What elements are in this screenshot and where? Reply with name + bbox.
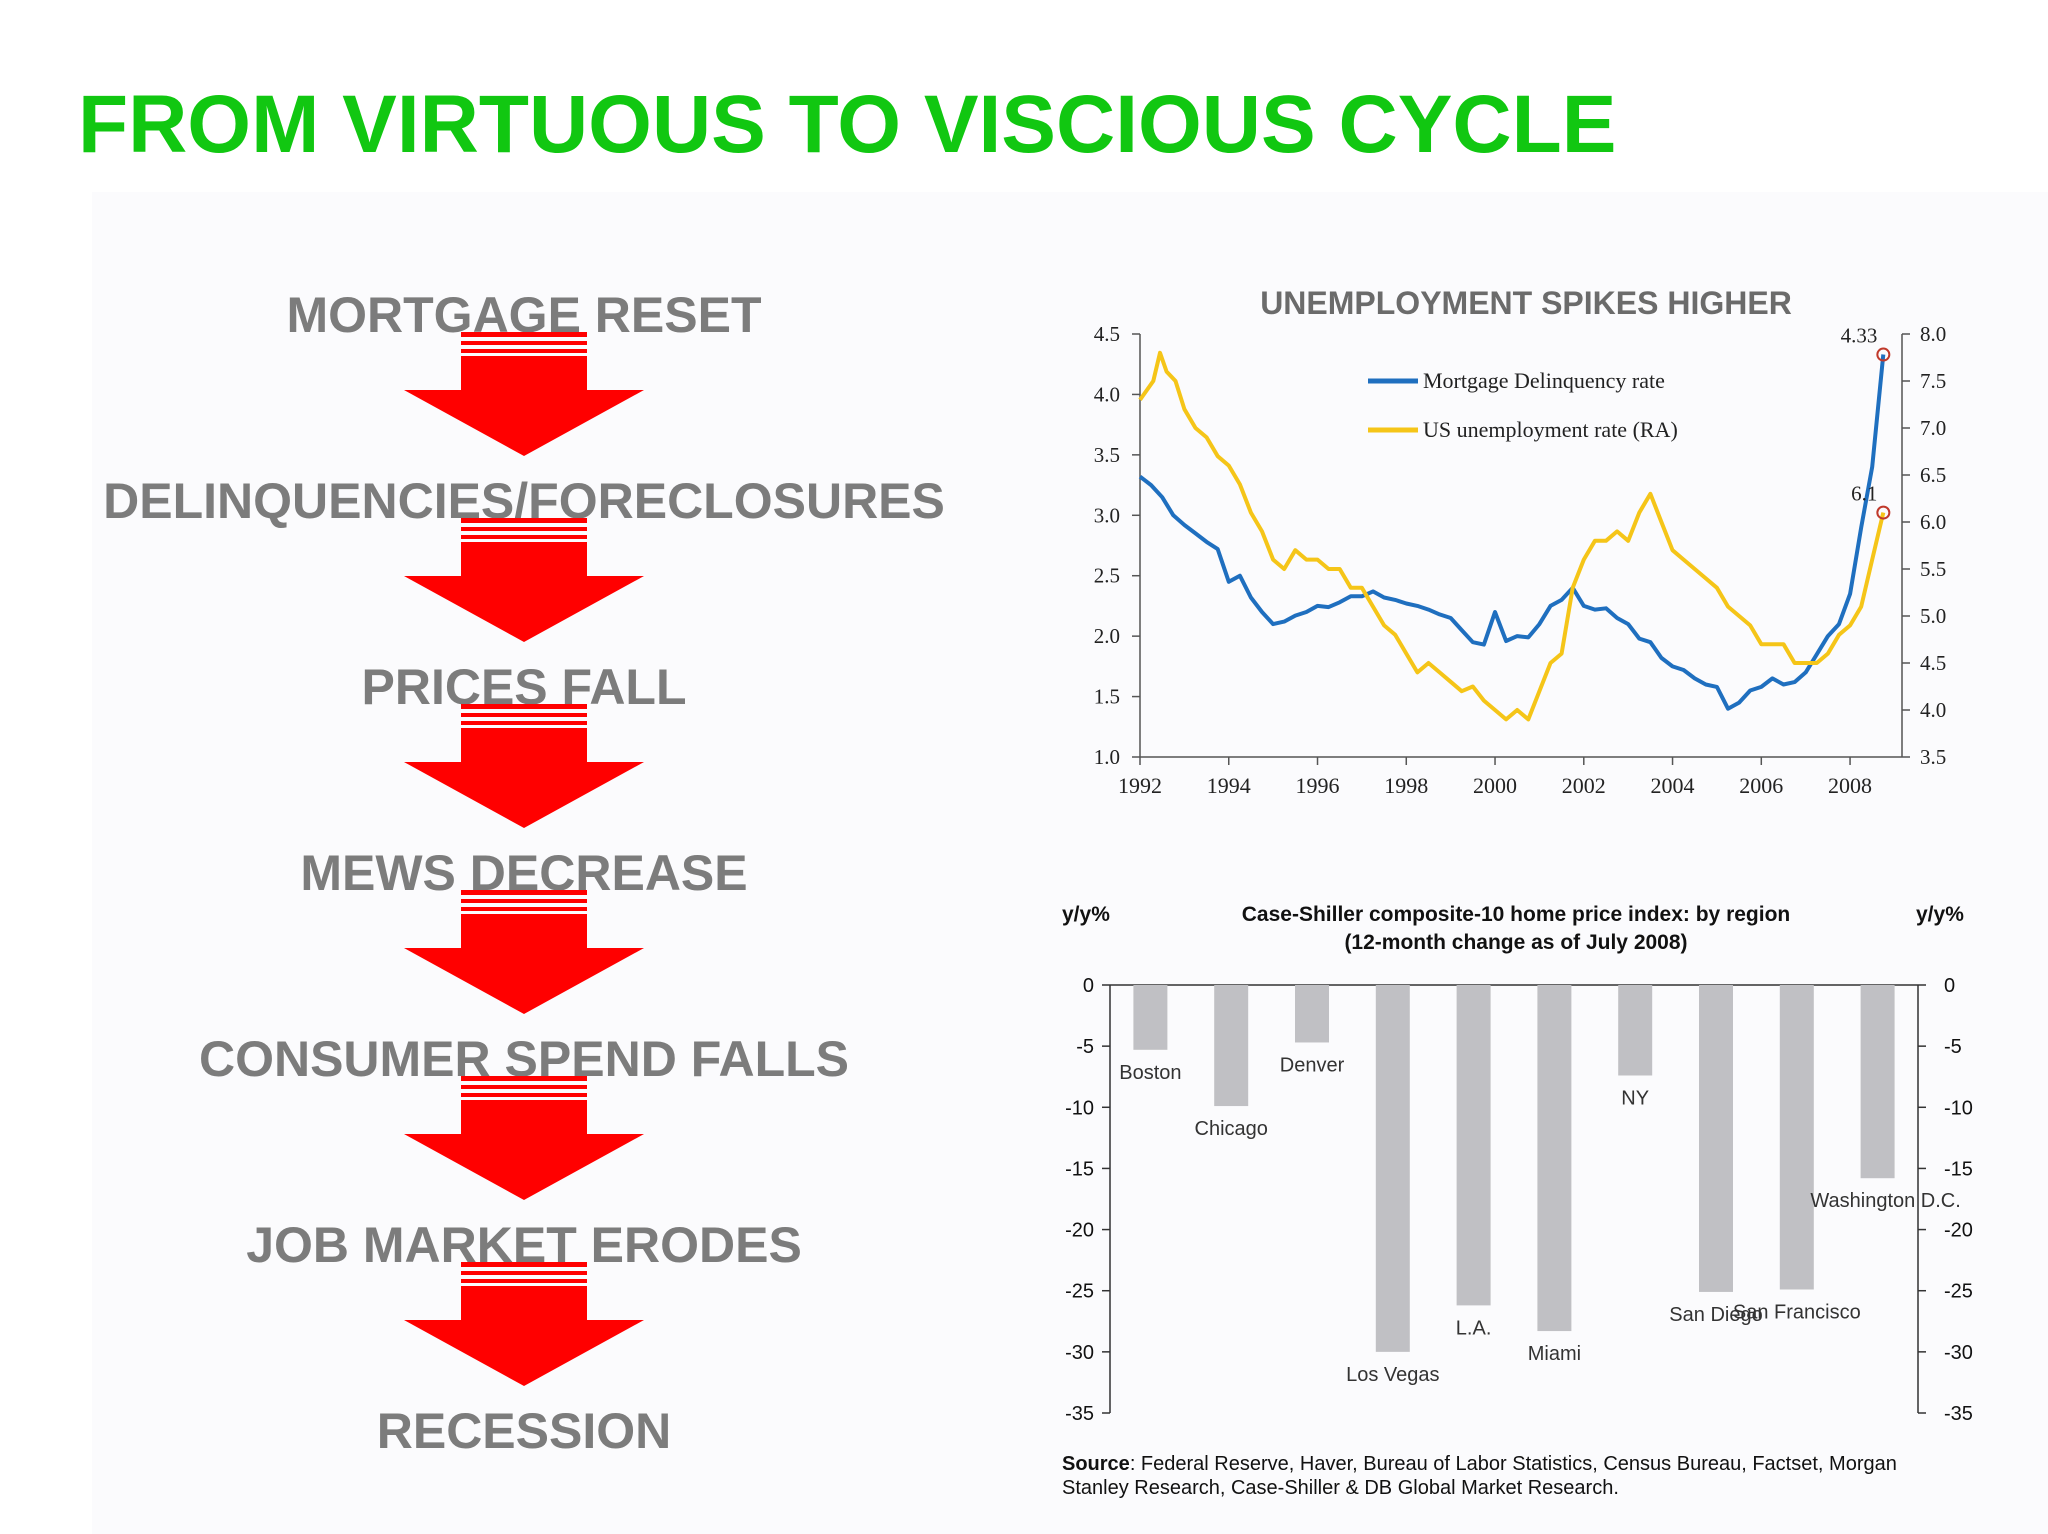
bar bbox=[1133, 985, 1168, 1050]
line-chart-title: UNEMPLOYMENT SPIKES HIGHER bbox=[1260, 285, 1792, 321]
x-tick-label: 2006 bbox=[1739, 773, 1783, 798]
end-point-marker bbox=[1876, 505, 1891, 520]
label-mortgage-reset: MORTGAGE RESET bbox=[286, 287, 762, 343]
bar-category-label: Boston bbox=[1119, 1062, 1181, 1084]
label-prices-fall: PRICES FALL bbox=[361, 659, 687, 715]
source-label: Source bbox=[1062, 1453, 1130, 1475]
x-tick-label: 2008 bbox=[1828, 773, 1872, 798]
left-y-axis-label: y/y% bbox=[1062, 903, 1110, 926]
right-y-tick-label: 4.0 bbox=[1920, 698, 1946, 722]
right-y-tick-label: 6.5 bbox=[1920, 463, 1946, 487]
left-y-tick-label: 4.5 bbox=[1094, 322, 1120, 346]
bar-left-tick-label: -35 bbox=[1065, 1403, 1094, 1425]
unemployment-rate-line bbox=[1138, 350, 1886, 722]
bar-left-tick-label: -15 bbox=[1065, 1158, 1094, 1180]
left-y-tick-label: 4.0 bbox=[1094, 382, 1120, 406]
label-mews-decrease: MEWS DECREASE bbox=[300, 845, 748, 901]
bar-right-tick-label: -35 bbox=[1944, 1403, 1973, 1425]
bar bbox=[1618, 985, 1653, 1076]
bar-right-tick-label: -20 bbox=[1944, 1220, 1973, 1242]
left-y-tick-label: 3.5 bbox=[1094, 443, 1120, 467]
bar-chart-subtitle: (12-month change as of July 2008) bbox=[1344, 931, 1687, 954]
down-arrow-icon bbox=[404, 332, 644, 456]
bar-chart-title: Case-Shiller composite-10 home price ind… bbox=[1242, 903, 1790, 926]
left-y-tick-label: 2.0 bbox=[1094, 624, 1120, 648]
bar-left-tick-label: -30 bbox=[1065, 1342, 1094, 1364]
right-y-tick-label: 6.0 bbox=[1920, 510, 1946, 534]
source-note: Source: Federal Reserve, Haver, Bureau o… bbox=[1062, 1452, 1962, 1500]
left-y-tick-label: 1.5 bbox=[1094, 685, 1120, 709]
bar-left-tick-label: -5 bbox=[1076, 1036, 1094, 1058]
bar-right-tick-label: -10 bbox=[1944, 1097, 1973, 1119]
case-shiller-bar-chart: Case-Shiller composite-10 home price ind… bbox=[1062, 903, 1973, 1425]
down-arrow-icon bbox=[404, 518, 644, 642]
bar-category-label: San Francisco bbox=[1733, 1301, 1861, 1323]
unemployment-line-chart: UNEMPLOYMENT SPIKES HIGHER 1.0 1.5 2.0 2.5 3.… bbox=[1094, 285, 1947, 798]
content-panel bbox=[92, 192, 2048, 1534]
end-point-marker bbox=[1876, 347, 1891, 362]
bar bbox=[1860, 985, 1895, 1179]
down-arrow-icon bbox=[404, 890, 644, 1014]
bar bbox=[1779, 985, 1814, 1290]
right-y-tick-label: 4.5 bbox=[1920, 651, 1946, 675]
right-y-tick-label: 7.0 bbox=[1920, 416, 1946, 440]
legend-label: Mortgage Delinquency rate bbox=[1423, 368, 1665, 393]
bar bbox=[1456, 985, 1491, 1306]
bar-category-label: Denver bbox=[1280, 1054, 1345, 1076]
x-tick-label: 2002 bbox=[1562, 773, 1606, 798]
left-y-tick-label: 1.0 bbox=[1094, 745, 1120, 769]
down-arrow-icon bbox=[404, 704, 644, 828]
label-delinquencies-foreclosures: DELINQUENCIES/FORECLOSURES bbox=[103, 473, 945, 529]
right-y-tick-label: 5.5 bbox=[1920, 557, 1946, 581]
right-y-tick-label: 3.5 bbox=[1920, 745, 1946, 769]
bar-category-label: NY bbox=[1621, 1087, 1649, 1109]
label-job-market-erodes: JOB MARKET ERODES bbox=[246, 1217, 802, 1273]
bar bbox=[1537, 985, 1572, 1332]
bar-category-label: Miami bbox=[1528, 1343, 1581, 1365]
bar-right-tick-label: 0 bbox=[1944, 975, 1955, 997]
bar bbox=[1214, 985, 1249, 1107]
down-arrow-icon bbox=[404, 1262, 644, 1386]
label-consumer-spend-falls: CONSUMER SPEND FALLS bbox=[198, 1031, 850, 1087]
bar-left-tick-label: -25 bbox=[1065, 1281, 1094, 1303]
label-recession: RECESSION bbox=[376, 1403, 672, 1459]
legend-label: US unemployment rate (RA) bbox=[1423, 417, 1678, 442]
end-value-label: 6.1 bbox=[1851, 482, 1877, 506]
bar-right-tick-label: -5 bbox=[1944, 1036, 1962, 1058]
bar-category-label: San Diego bbox=[1669, 1304, 1762, 1326]
x-tick-label: 1994 bbox=[1207, 773, 1251, 798]
bar bbox=[1699, 985, 1733, 1292]
right-y-axis-label: y/y% bbox=[1916, 903, 1964, 926]
bar-category-label: Los Vegas bbox=[1346, 1364, 1439, 1386]
bar-right-tick-label: -30 bbox=[1944, 1342, 1973, 1364]
x-tick-label: 2000 bbox=[1473, 773, 1517, 798]
bar-right-tick-label: -15 bbox=[1944, 1158, 1973, 1180]
right-y-tick-label: 7.5 bbox=[1920, 369, 1946, 393]
end-value-label: 4.33 bbox=[1841, 324, 1878, 348]
slide-title: FROM VIRTUOUS TO VISCIOUS CYCLE bbox=[78, 79, 1617, 170]
mortgage-delinquency-line bbox=[1138, 354, 1886, 711]
down-arrow-icon bbox=[404, 1076, 644, 1200]
right-y-tick-label: 5.0 bbox=[1920, 604, 1946, 628]
bar bbox=[1295, 985, 1329, 1043]
bar-category-label: L.A. bbox=[1456, 1317, 1492, 1339]
bar-category-label: Chicago bbox=[1195, 1118, 1268, 1140]
x-tick-label: 2004 bbox=[1651, 773, 1695, 798]
bar-left-tick-label: 0 bbox=[1083, 975, 1094, 997]
bar-left-tick-label: -20 bbox=[1065, 1220, 1094, 1242]
bar-left-tick-label: -10 bbox=[1065, 1097, 1094, 1119]
bar bbox=[1375, 985, 1410, 1352]
source-text: : Federal Reserve, Haver, Bureau of Labo… bbox=[1062, 1453, 1897, 1499]
bar-category-label: Washington D.C. bbox=[1810, 1190, 1960, 1212]
x-tick-label: 1992 bbox=[1118, 773, 1162, 798]
right-y-tick-label: 8.0 bbox=[1920, 322, 1946, 346]
left-y-tick-label: 2.5 bbox=[1094, 564, 1120, 588]
bar-right-tick-label: -25 bbox=[1944, 1281, 1973, 1303]
x-tick-label: 1998 bbox=[1384, 773, 1428, 798]
left-y-tick-label: 3.0 bbox=[1094, 503, 1120, 527]
x-tick-label: 1996 bbox=[1296, 773, 1340, 798]
